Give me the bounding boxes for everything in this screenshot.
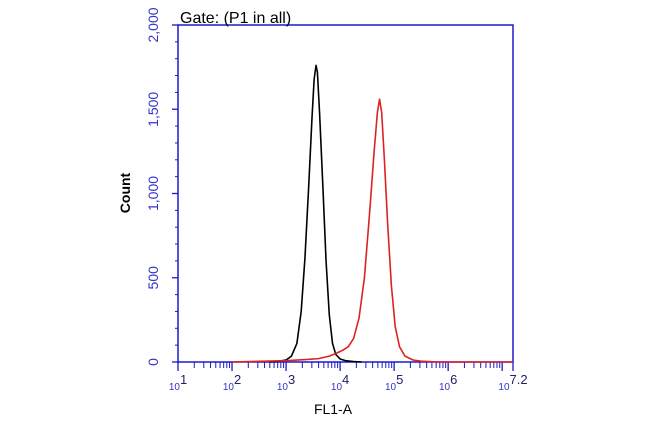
y-tick-label: 2,000: [145, 7, 161, 42]
x-axis-label: FL1-A: [314, 401, 353, 417]
y-tick-label: 0: [145, 358, 161, 366]
series-line-2: [232, 98, 513, 363]
series-layer: [232, 64, 513, 363]
y-axis-label: Count: [117, 172, 133, 213]
series-line-1: [269, 64, 362, 363]
y-tick-label: 1,500: [145, 92, 161, 127]
chart-title: Gate: (P1 in all): [180, 10, 291, 27]
y-tick-label: 1,000: [145, 176, 161, 211]
axis-ticks: [172, 24, 514, 371]
y-tick-labels: 0 500 1,000 1,500 2,000: [145, 7, 161, 366]
y-tick-label: 500: [145, 266, 161, 290]
